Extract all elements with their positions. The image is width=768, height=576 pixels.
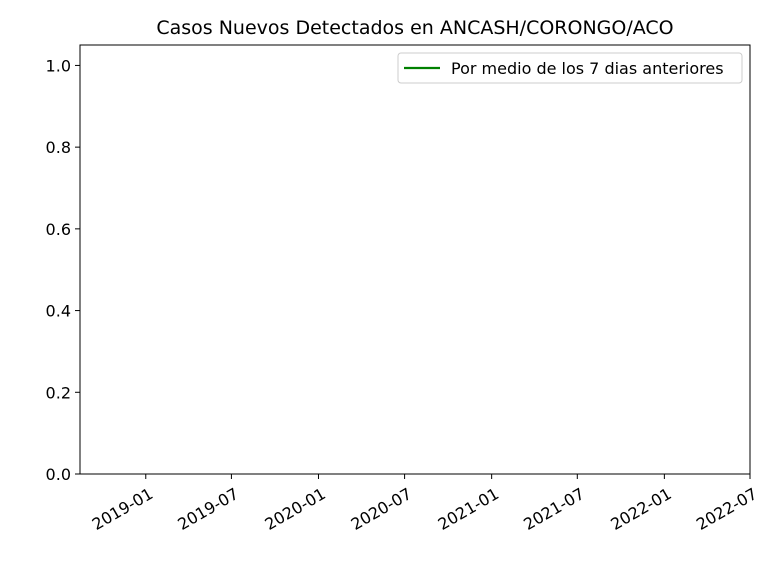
legend-box [397, 52, 743, 84]
x-tick-label: 2022-07 [693, 484, 760, 534]
plot-area [79, 44, 751, 475]
legend-label: Por medio de los 7 dias anteriores [451, 59, 724, 78]
y-tick-label: 0.0 [46, 465, 71, 484]
x-tick-label: 2019-07 [174, 484, 241, 534]
y-axis: 0.0 0.2 0.4 0.6 0.8 1.0 [46, 56, 80, 484]
y-tick-label: 0.4 [46, 302, 71, 321]
legend: Por medio de los 7 dias anteriores [397, 52, 743, 84]
x-tick-label: 2021-01 [435, 484, 502, 534]
y-tick-label: 1.0 [46, 56, 71, 75]
y-tick-label: 0.8 [46, 138, 71, 157]
x-tick-label: 2019-01 [89, 484, 156, 534]
x-tick-label: 2022-01 [607, 484, 674, 534]
chart-title: Casos Nuevos Detectados en ANCASH/CORONG… [156, 17, 673, 39]
x-axis: 2019-01 2019-07 2020-01 2020-07 2021-01 2021-… [89, 474, 760, 534]
x-tick-label: 2021-07 [520, 484, 587, 534]
y-tick-label: 0.6 [46, 220, 71, 239]
x-tick-label: 2020-01 [261, 484, 328, 534]
y-tick-label: 0.2 [46, 383, 71, 402]
x-tick-label: 2020-07 [348, 484, 415, 534]
